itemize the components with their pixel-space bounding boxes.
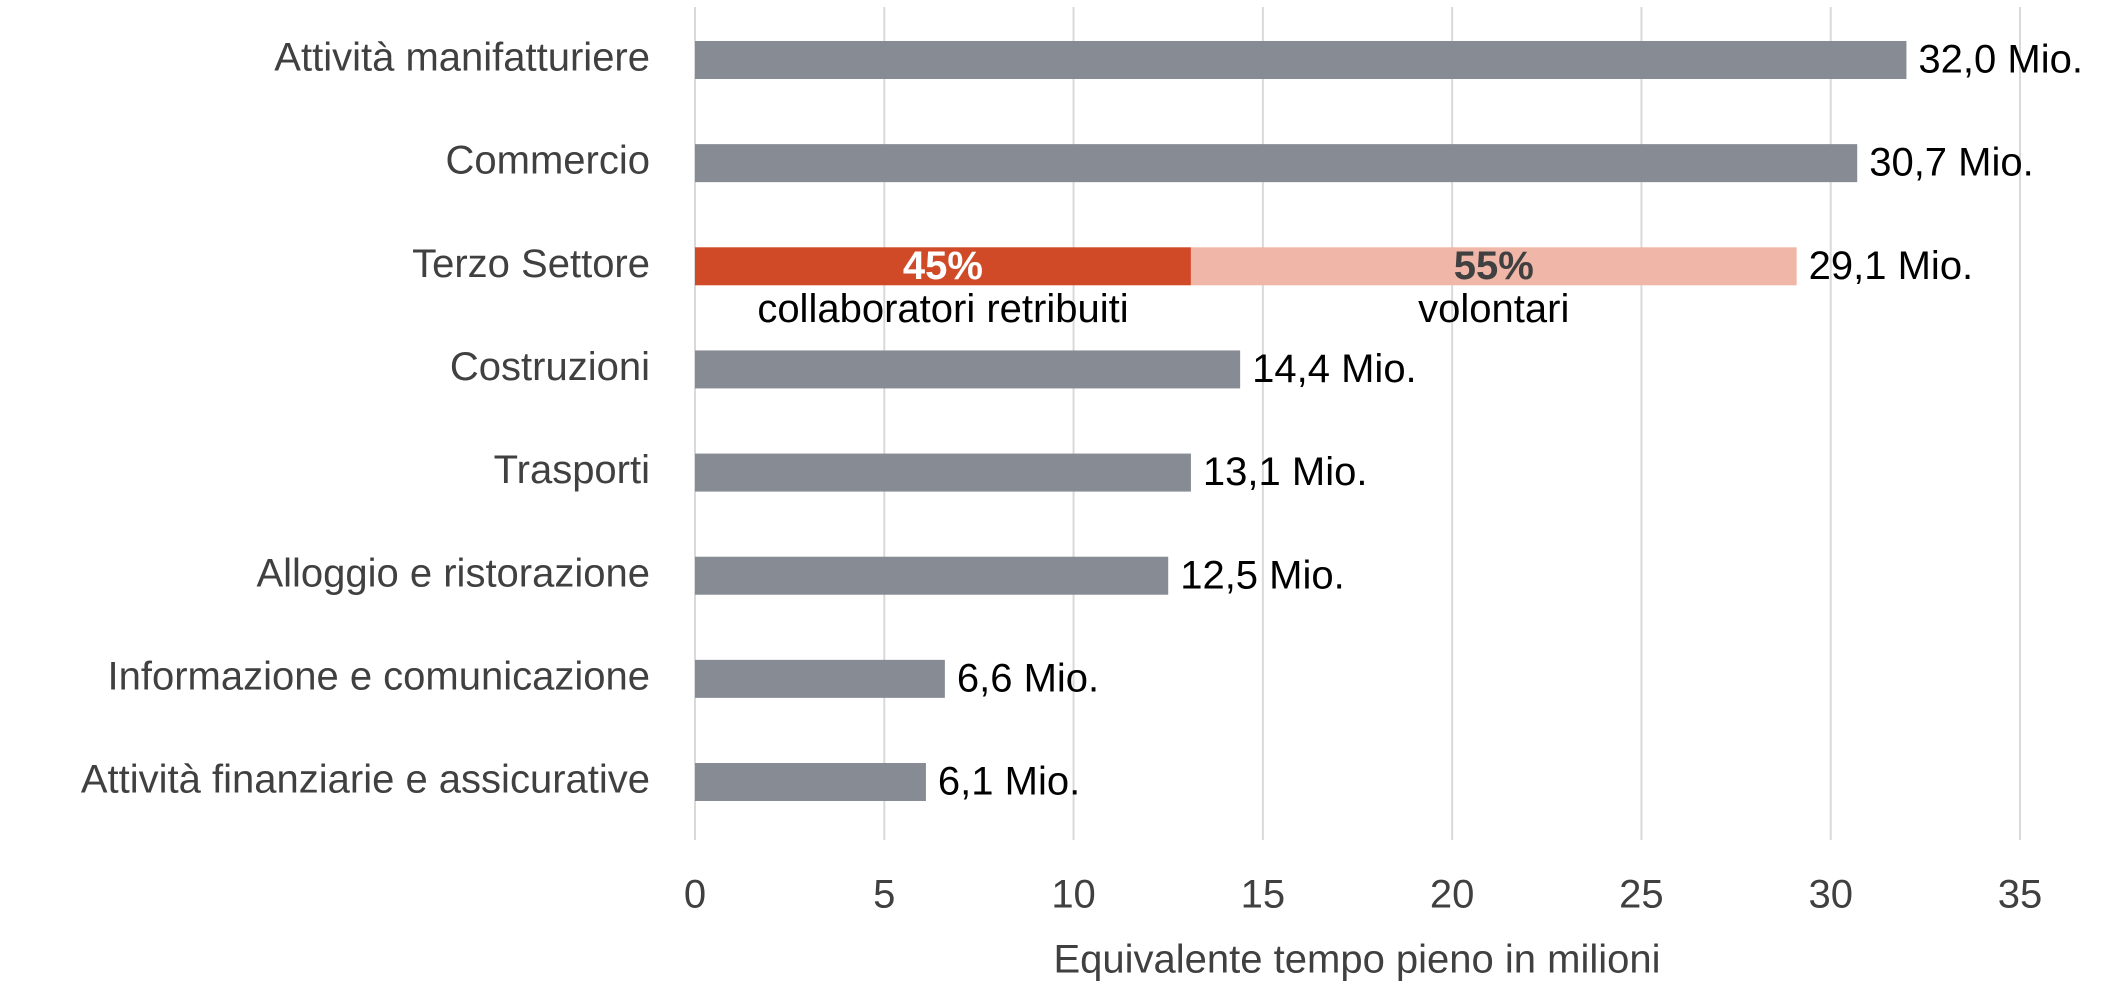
value-label: 6,1 Mio. [938,760,1080,804]
value-label: 12,5 Mio. [1180,553,1345,597]
value-label: 29,1 Mio. [1809,244,1974,288]
value-label: 30,7 Mio. [1869,141,2034,185]
y-tick-label: Trasporti [494,448,650,492]
bar [695,41,1907,79]
segment-percent-label: 55% [1454,244,1534,288]
bar [695,659,945,698]
bar [695,556,1169,595]
x-tick-label: 5 [873,873,895,917]
value-label: 14,4 Mio. [1252,347,1417,391]
y-tick-label: Terzo Settore [412,242,650,286]
y-tick-label: Costruzioni [450,345,650,389]
x-tick-label: 15 [1241,873,1286,917]
bar-segment [1190,247,1797,286]
y-tick-label: Alloggio e ristorazione [256,551,650,595]
segment-name-label: collaboratori retribuiti [757,287,1128,331]
x-tick-label: 25 [1619,873,1664,917]
bar-segment [695,247,1191,286]
x-tick-label: 10 [1051,873,1096,917]
x-tick-label: 0 [684,873,706,917]
value-label: 13,1 Mio. [1203,450,1368,494]
bar [695,763,926,801]
x-tick-label: 30 [1808,873,1853,917]
value-label: 32,0 Mio. [1918,38,2083,82]
bar [695,144,1858,183]
y-tick-label: Attività manifatturiere [274,36,650,80]
bar [695,453,1191,492]
bar [695,350,1241,389]
segment-name-label: volontari [1418,287,1569,331]
y-tick-label: Commercio [446,139,650,183]
x-tick-label: 35 [1998,873,2043,917]
segment-percent-label: 45% [903,244,983,288]
value-label: 6,6 Mio. [957,656,1099,700]
x-tick-label: 20 [1430,873,1475,917]
y-tick-label: Informazione e comunicazione [107,654,650,698]
x-axis-label: Equivalente tempo pieno in milioni [1053,938,1660,982]
y-tick-label: Attività finanziarie e assicurative [81,758,650,802]
